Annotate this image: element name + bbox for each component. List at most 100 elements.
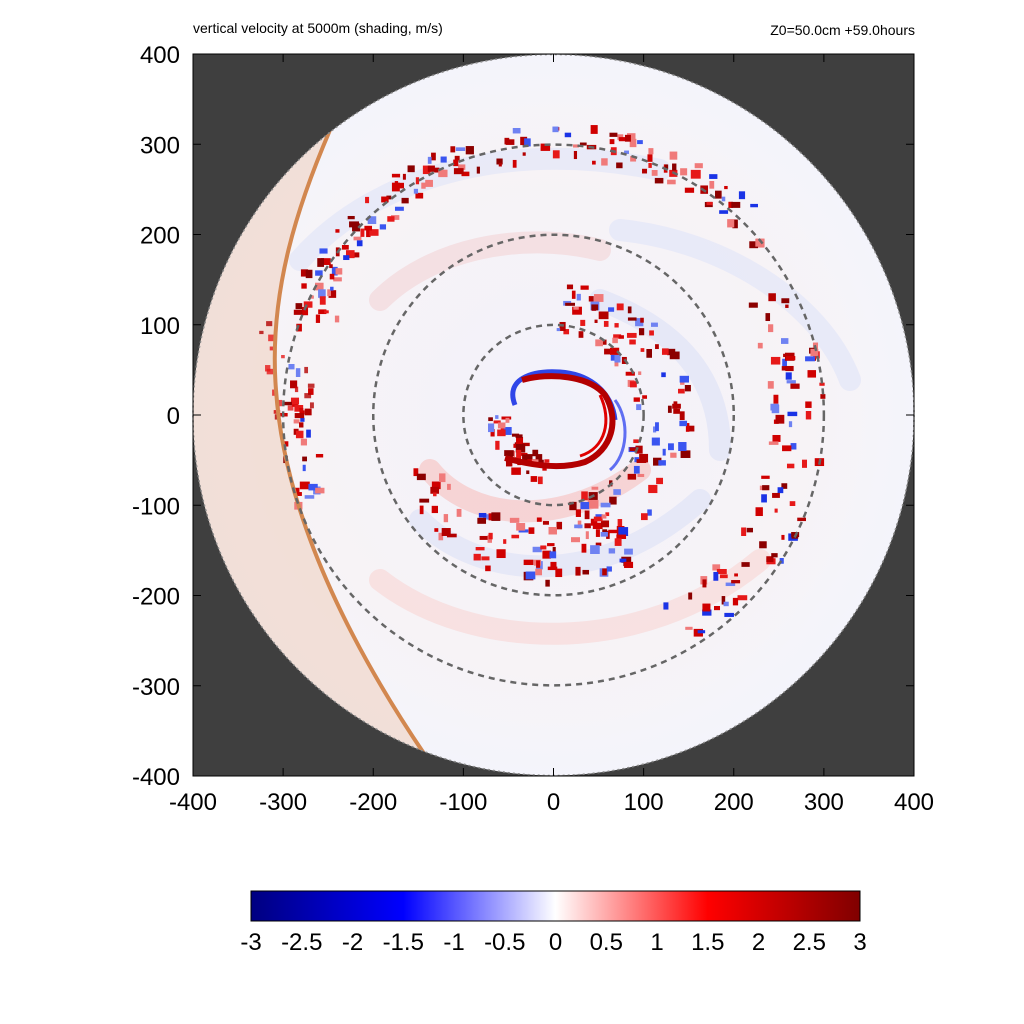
convective-cell [782, 358, 787, 368]
convective-cell [302, 464, 306, 472]
convective-cell [434, 528, 439, 532]
convective-cell [569, 501, 577, 511]
convective-cell [299, 410, 305, 415]
convective-cell [679, 411, 685, 421]
convective-cell [566, 284, 574, 290]
convective-cell [319, 248, 328, 254]
convective-cell [511, 534, 520, 539]
convective-cell [640, 317, 644, 323]
convective-cell [427, 156, 432, 164]
convective-cell [535, 568, 543, 576]
convective-cell [662, 448, 666, 456]
convective-cell [789, 501, 796, 506]
convective-cell [629, 138, 637, 148]
convective-cell [308, 388, 314, 395]
convective-cell [391, 215, 400, 220]
convective-cell [614, 323, 619, 328]
convective-cell [773, 394, 779, 404]
convective-cell [667, 179, 676, 185]
convective-cell [307, 383, 315, 388]
convective-cell [617, 134, 624, 140]
convective-cell [767, 381, 774, 389]
convective-cell [725, 582, 736, 587]
convective-cell [290, 380, 298, 389]
convective-cell [532, 449, 539, 457]
convective-cell [647, 509, 652, 516]
convective-cell [619, 558, 627, 563]
convective-cell [616, 303, 624, 311]
convective-cell [624, 548, 633, 555]
convective-cell [571, 290, 576, 299]
convective-cell [476, 166, 480, 174]
eyewall-updraft-inner [579, 394, 608, 458]
convective-cell [315, 314, 321, 323]
convective-cell [294, 487, 300, 496]
convective-cell [294, 386, 299, 393]
convective-cell [640, 513, 648, 521]
convective-cell [757, 342, 763, 349]
convective-cell [593, 516, 603, 522]
convective-cell [779, 558, 784, 564]
convective-cell [679, 420, 688, 427]
convective-cell [431, 505, 439, 514]
convective-cell [288, 364, 295, 370]
convective-cell [334, 315, 340, 323]
convective-cell [781, 483, 788, 489]
convective-cell [532, 546, 542, 553]
convective-cell [590, 545, 600, 555]
convective-cell [781, 298, 790, 304]
convective-cell [598, 311, 609, 320]
convective-cell [706, 201, 713, 206]
convective-cell [450, 146, 456, 153]
convective-cell [329, 264, 333, 269]
convective-cell [650, 322, 658, 327]
convective-cell [493, 420, 501, 424]
convective-cell [523, 559, 534, 566]
convective-cell [665, 164, 669, 170]
convective-cell [724, 612, 734, 617]
convective-cell [425, 179, 433, 187]
run-info-label: Z0=50.0cm +59.0hours [770, 22, 915, 38]
convective-cell [653, 426, 657, 433]
convective-cell [481, 556, 490, 561]
y-tick-label: -300 [132, 674, 180, 701]
convective-cell [364, 225, 373, 231]
convective-cell [782, 445, 792, 452]
convective-cell [669, 151, 678, 160]
convective-cell [786, 380, 796, 384]
convective-cell [697, 630, 706, 634]
convective-cell [712, 564, 721, 571]
convective-cell [304, 393, 312, 399]
convective-cell [613, 489, 621, 495]
convective-cell [443, 514, 449, 523]
convective-cell [612, 337, 618, 344]
convective-cell [413, 468, 419, 477]
convective-cell [755, 238, 765, 247]
convective-cell [602, 529, 608, 533]
x-tick-label: -400 [169, 789, 217, 816]
convective-cell [290, 397, 300, 405]
convective-cell [575, 566, 581, 576]
convective-cell [805, 401, 812, 408]
convective-cell [504, 450, 514, 457]
convective-cell [649, 330, 654, 336]
convective-cell [672, 163, 677, 171]
convective-cell [786, 463, 795, 469]
convective-cell [819, 382, 825, 386]
convective-cell [303, 301, 313, 308]
convective-cell [381, 196, 389, 203]
convective-cell [732, 219, 738, 229]
convective-cell [702, 603, 711, 612]
y-tick-label: -200 [132, 584, 180, 611]
convective-cell [618, 527, 629, 537]
convective-cell [616, 162, 623, 169]
convective-cell [774, 508, 778, 513]
colorbar-tick-label: 0 [549, 929, 562, 956]
convective-cell [315, 282, 324, 291]
convective-cell [537, 476, 543, 485]
convective-cell [397, 182, 405, 189]
convective-cell [498, 162, 502, 167]
convective-cell [415, 177, 420, 185]
x-tick-label: 200 [714, 789, 754, 816]
convective-cell [328, 290, 337, 298]
